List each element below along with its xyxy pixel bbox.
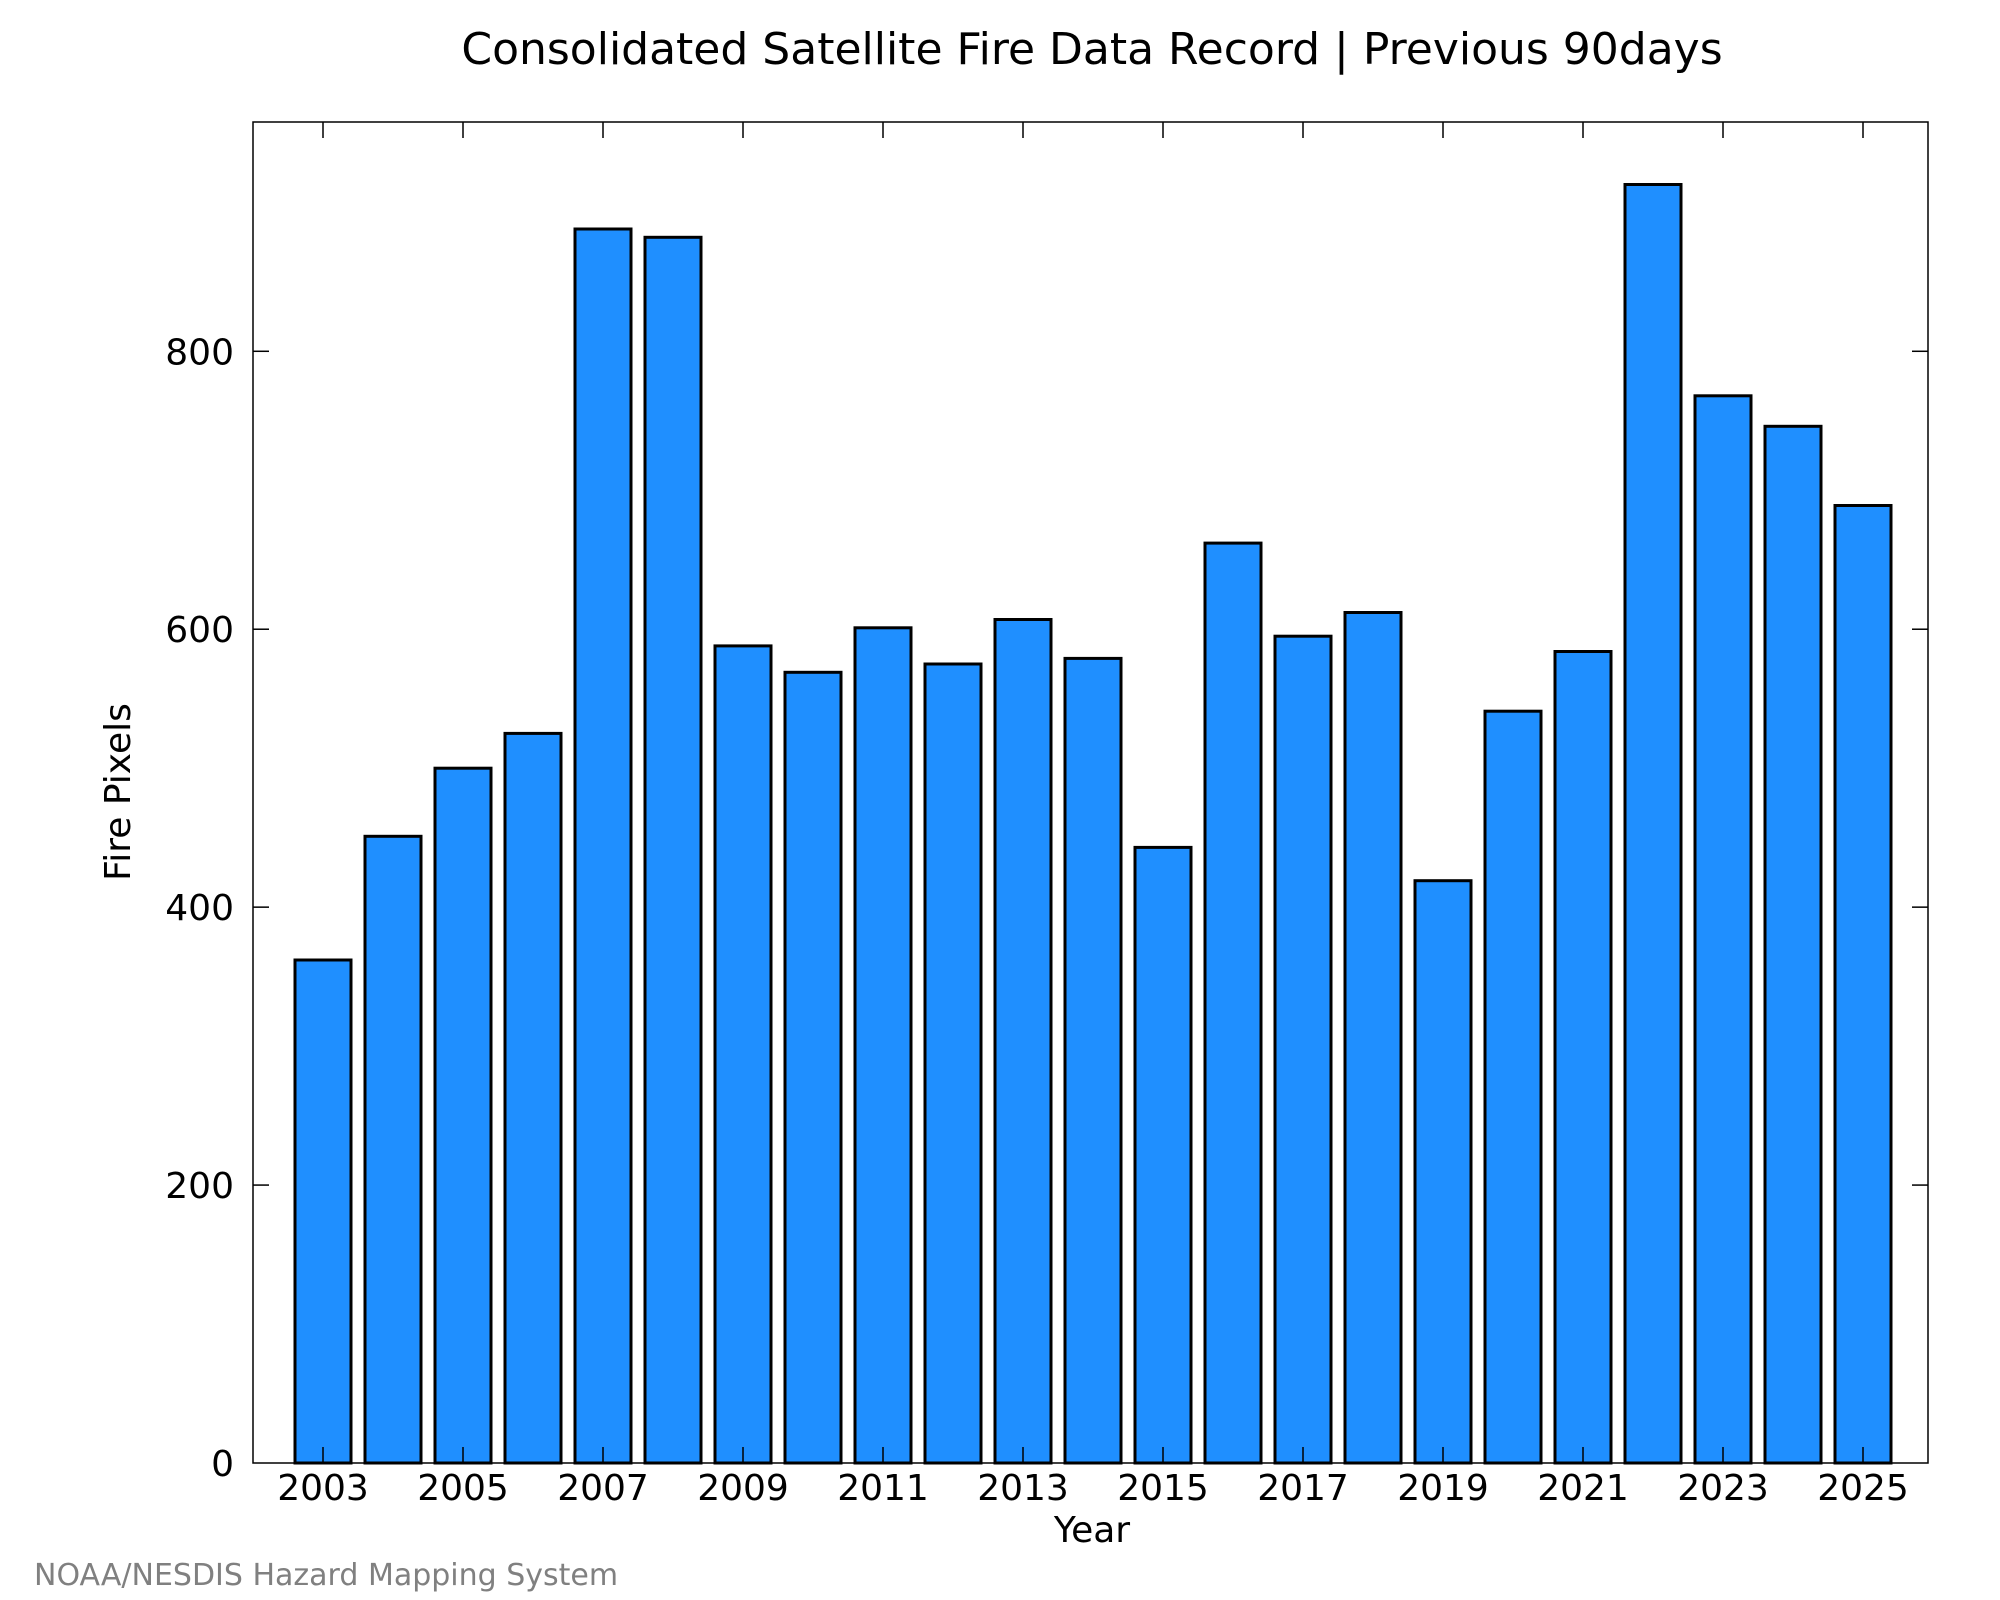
y-tick-label-400: 400 xyxy=(165,888,234,929)
x-tick-label-2023: 2023 xyxy=(1677,1468,1769,1509)
x-tick-label-2007: 2007 xyxy=(557,1468,649,1509)
x-tick-label-2011: 2011 xyxy=(837,1468,929,1509)
y-axis-tick-labels: 0 200 400 600 800 xyxy=(165,332,234,1485)
credit-text: NOAA/NESDIS Hazard Mapping System xyxy=(34,1558,618,1593)
bar-2017 xyxy=(1273,634,1333,1465)
x-axis-tick-labels: 2003 2005 2007 2009 2011 2013 2015 2017 2019 2021… xyxy=(277,1468,1909,1509)
y-tick-label-600: 600 xyxy=(165,610,234,651)
bar-2015 xyxy=(1133,845,1193,1465)
x-tick-label-2005: 2005 xyxy=(417,1468,509,1509)
y-tick-label-0: 0 xyxy=(211,1444,234,1485)
bar-2005 xyxy=(433,766,493,1465)
bar-2021 xyxy=(1553,650,1613,1465)
bar-2022 xyxy=(1623,183,1683,1465)
bar-2010 xyxy=(783,670,843,1465)
bar-2007 xyxy=(573,227,633,1465)
ticks-group xyxy=(253,122,1928,1463)
bar-2016 xyxy=(1203,541,1263,1465)
y-tick-label-200: 200 xyxy=(165,1166,234,1207)
y-tick-label-800: 800 xyxy=(165,332,234,373)
bars-group xyxy=(293,183,1893,1465)
bar-2019 xyxy=(1413,879,1473,1465)
bar-2009 xyxy=(713,644,773,1465)
x-tick-label-2003: 2003 xyxy=(277,1468,369,1509)
bar-2024 xyxy=(1763,424,1823,1465)
x-tick-label-2015: 2015 xyxy=(1117,1468,1209,1509)
x-axis-label: Year xyxy=(1053,1510,1130,1551)
bar-2018 xyxy=(1343,611,1403,1465)
x-tick-label-2017: 2017 xyxy=(1257,1468,1349,1509)
bar-2013 xyxy=(993,618,1053,1465)
bar-2006 xyxy=(503,731,563,1465)
plot-area-frame xyxy=(252,121,1929,1464)
bar-2020 xyxy=(1483,709,1543,1465)
bar-2012 xyxy=(923,662,983,1465)
bar-2004 xyxy=(363,834,423,1465)
chart-title: Consolidated Satellite Fire Data Record … xyxy=(461,24,1722,75)
x-tick-label-2025: 2025 xyxy=(1817,1468,1909,1509)
x-tick-label-2009: 2009 xyxy=(697,1468,789,1509)
bar-2011 xyxy=(853,626,913,1465)
x-tick-label-2021: 2021 xyxy=(1537,1468,1629,1509)
bar-2014 xyxy=(1063,656,1123,1465)
bar-2025 xyxy=(1833,504,1893,1465)
x-tick-label-2013: 2013 xyxy=(977,1468,1069,1509)
bar-2023 xyxy=(1693,394,1753,1465)
y-axis-label: Fire Pixels xyxy=(98,703,139,881)
x-tick-label-2019: 2019 xyxy=(1397,1468,1489,1509)
bar-2003 xyxy=(293,958,353,1465)
bar-2008 xyxy=(643,235,703,1465)
